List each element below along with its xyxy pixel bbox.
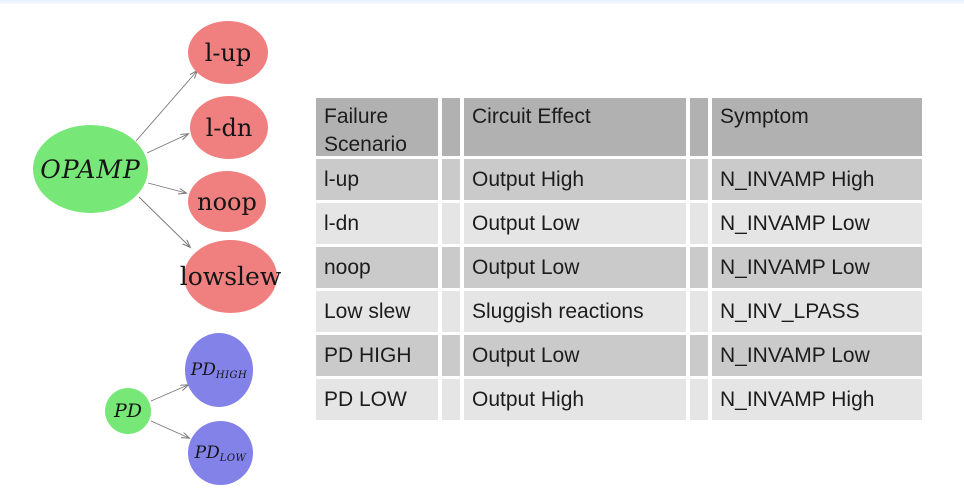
spacer-cell [442,335,460,376]
cell-effect: Output Low [464,335,686,376]
header-cell-circuit-effect: Circuit Effect [464,98,686,156]
top-window-edge [0,0,964,4]
cell-symptom: N_INVAMP High [712,379,922,420]
arrow-opamp-l-up [135,71,197,142]
spacer-cell [442,291,460,332]
spacer-cell [690,335,708,376]
spacer-cell [442,379,460,420]
cell-effect: Output High [464,159,686,200]
cell-symptom: N_INVAMP Low [712,247,922,288]
spacer-cell [690,159,708,200]
node-pd: PD [105,388,151,434]
arrow-opamp-lowslew [138,196,190,247]
header-cell-failure-scenario: Failure Scenario [316,98,438,156]
spacer-cell [690,291,708,332]
node-l-up: l-up [188,21,268,84]
node-pd-high: PD HIGH [185,333,253,407]
spacer-cell [442,203,460,244]
spacer-cell [442,159,460,200]
arrow-opamp-l-dn [146,134,188,154]
cell-effect: Output Low [464,203,686,244]
node-opamp: OPAMP [33,125,148,213]
cell-effect: Sluggish reactions [464,291,686,332]
spacer-cell [442,247,460,288]
header-spacer-cell [442,98,460,156]
cell-symptom: N_INV_LPASS [712,291,922,332]
cell-scenario: l-up [316,159,438,200]
node-pd-low-subscript: LOW [219,452,247,464]
arrow-opamp-noop [147,182,186,193]
cell-scenario: Low slew [316,291,438,332]
cell-scenario: noop [316,247,438,288]
node-pd-high-subscript: HIGH [215,369,248,381]
node-noop: noop [188,171,266,232]
cell-scenario: l-dn [316,203,438,244]
cell-scenario: PD HIGH [316,335,438,376]
cell-symptom: N_INVAMP High [712,159,922,200]
header-cell-symptom: Symptom [712,98,922,156]
cell-symptom: N_INVAMP Low [712,335,922,376]
arrow-pd-pd-low [150,420,189,438]
header-spacer-cell [690,98,708,156]
node-pd-low: PD LOW [188,421,253,485]
spacer-cell [690,203,708,244]
arrow-pd-pd-high [150,385,188,402]
cell-scenario: PD LOW [316,379,438,420]
cell-effect: Output High [464,379,686,420]
cell-symptom: N_INVAMP Low [712,203,922,244]
failure-scenario-table: Failure Scenario Circuit Effect Symptom … [316,98,922,420]
node-lowslew: lowslew [180,240,281,313]
cell-effect: Output Low [464,247,686,288]
node-pd-high-label: PD [190,360,216,380]
node-pd-low-label: PD [194,443,220,463]
node-l-dn: l-dn [190,96,268,159]
spacer-cell [690,247,708,288]
spacer-cell [690,379,708,420]
